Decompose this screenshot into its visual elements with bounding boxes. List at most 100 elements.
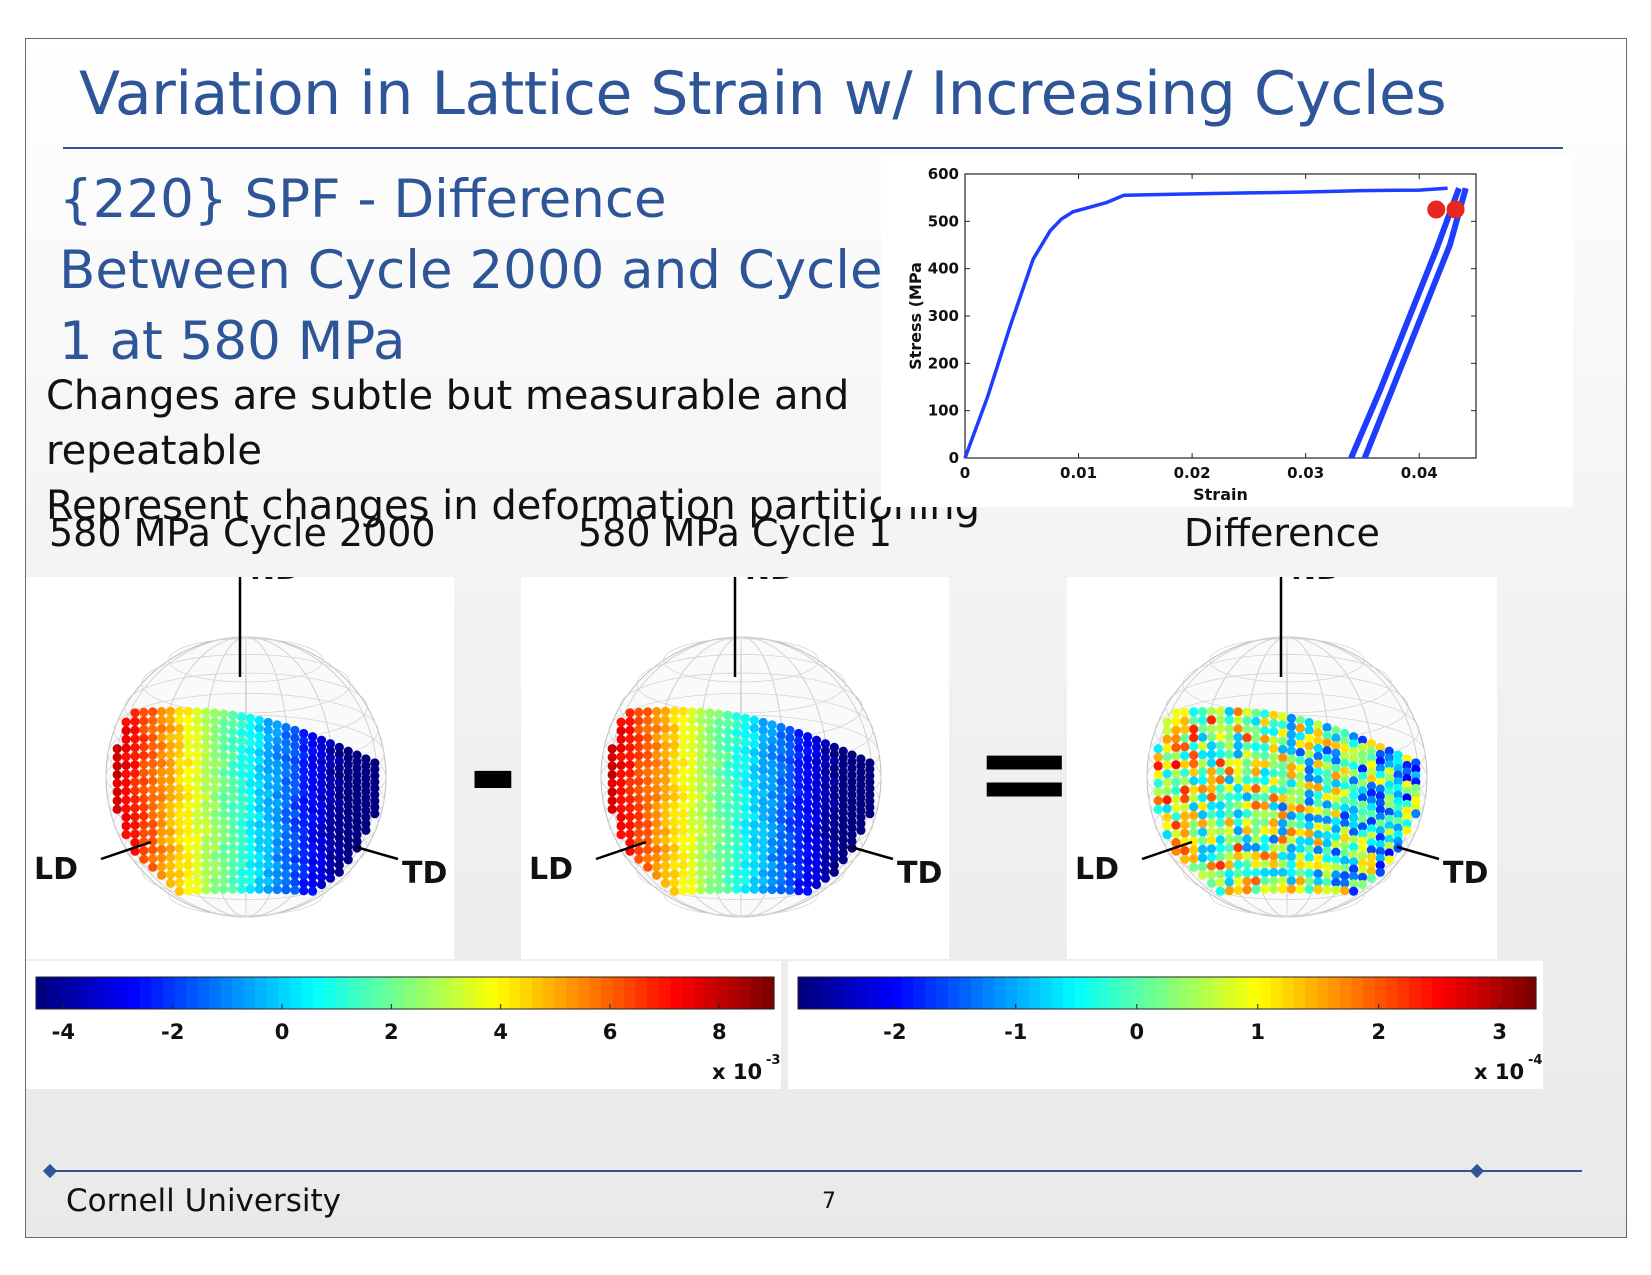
pole-dot: [1357, 858, 1368, 868]
pole-dot: [352, 836, 362, 846]
pole-dot: [758, 837, 768, 847]
ld-axis: [595, 840, 647, 861]
colorbar-segment: [232, 977, 245, 1009]
pole-dot: [820, 788, 830, 798]
pole-dot: [758, 717, 768, 728]
pole-dot: [1286, 730, 1296, 740]
pole-dot: [1322, 831, 1332, 841]
pole-dot: [838, 855, 848, 865]
pole-dot: [334, 867, 344, 877]
pole-dot: [263, 733, 273, 743]
pole-dot: [1331, 862, 1341, 872]
pole-dot: [1340, 743, 1350, 753]
pole-dot: [803, 820, 813, 830]
pole-dot: [820, 873, 830, 883]
pole-dot: [1233, 800, 1243, 810]
pole-dot: [1269, 818, 1279, 828]
pole-dot: [1375, 756, 1385, 766]
pole-dot: [1224, 715, 1234, 725]
pole-dot: [201, 851, 211, 861]
colorbar-segment: [93, 977, 106, 1009]
pole-dot: [245, 843, 255, 853]
pole-dot: [785, 725, 795, 735]
pole-dot: [1402, 754, 1412, 764]
pole-dot: [1313, 806, 1323, 816]
pole-dot: [1295, 828, 1305, 838]
pole-dot: [643, 785, 653, 795]
pole-dot: [183, 783, 193, 793]
pole-dot: [210, 817, 220, 827]
pole-dot: [165, 818, 176, 828]
pole-dot: [1278, 810, 1288, 820]
pole-dot: [1242, 758, 1252, 768]
pole-dot: [308, 849, 318, 859]
pole-dot: [361, 799, 371, 809]
body-line-2: repeatable: [46, 428, 262, 474]
pole-dot: [325, 845, 335, 855]
colorbar-segment: [1270, 977, 1283, 1009]
pole-dot: [148, 845, 158, 855]
minus-operator: -: [468, 704, 518, 843]
pole-dot: [343, 800, 353, 811]
pole-dot: [192, 758, 202, 768]
pole-dot: [616, 804, 626, 814]
pole-dot: [1189, 802, 1199, 812]
pole-dot: [616, 752, 626, 762]
pole-dot: [758, 749, 768, 759]
pole-dot: [758, 741, 768, 751]
pole-dot: [758, 789, 768, 799]
sphere-panel-middle: NDLDTD: [521, 552, 949, 959]
pole-dot: [767, 869, 777, 879]
pole-dot: [740, 730, 750, 740]
pole-dot: [714, 826, 724, 836]
pole-dot: [281, 815, 291, 825]
pole-dot: [325, 817, 335, 827]
footer-rule-end: [1469, 1163, 1485, 1179]
pole-dot: [1180, 828, 1190, 838]
pole-dot: [785, 801, 795, 812]
pole-dot: [1366, 817, 1376, 827]
pole-dot: [838, 848, 848, 858]
pole-dot: [1304, 860, 1314, 870]
pole-dot: [811, 815, 822, 825]
pole-dot: [325, 873, 335, 883]
pole-dot: [749, 723, 759, 733]
pole-dot: [325, 824, 335, 834]
pole-dot: [732, 868, 742, 878]
pole-dot: [121, 795, 131, 805]
colorbar-segment: [1339, 977, 1353, 1009]
pole-dot: [1331, 763, 1341, 774]
colorbar-segment: [70, 977, 83, 1009]
pole-dot: [228, 768, 238, 778]
pole-dot: [856, 825, 866, 835]
pole-dot: [1349, 857, 1359, 867]
pole-dot: [758, 852, 768, 863]
pole-dot: [1260, 717, 1270, 727]
pole-dot: [281, 792, 291, 802]
pole-dot: [660, 784, 671, 794]
pole-dot: [643, 810, 653, 820]
pole-dot: [1366, 852, 1376, 862]
pole-dot: [705, 884, 715, 895]
pole-dot: [148, 836, 158, 846]
pole-dot: [130, 794, 140, 804]
pole-dot: [1215, 783, 1225, 793]
pole-dot: [183, 706, 193, 717]
pole-dot: [1393, 790, 1403, 800]
pole-dot: [272, 884, 282, 895]
sphere-group: [600, 636, 882, 918]
pole-dot: [245, 730, 255, 740]
pole-dot: [687, 792, 697, 802]
pole-dot: [732, 794, 742, 804]
colorbar-multiplier-exponent: -3: [766, 1053, 780, 1068]
pole-dot: [299, 841, 309, 851]
pole-dot: [785, 786, 795, 796]
pole-dot: [370, 796, 380, 806]
pole-dot: [237, 835, 247, 845]
pole-dot: [343, 807, 353, 817]
pole-dot: [794, 743, 804, 753]
colorbar-segment: [197, 977, 210, 1009]
series-line-0: [963, 186, 1448, 459]
pole-dot: [1304, 876, 1314, 886]
pole-dot: [758, 868, 768, 878]
